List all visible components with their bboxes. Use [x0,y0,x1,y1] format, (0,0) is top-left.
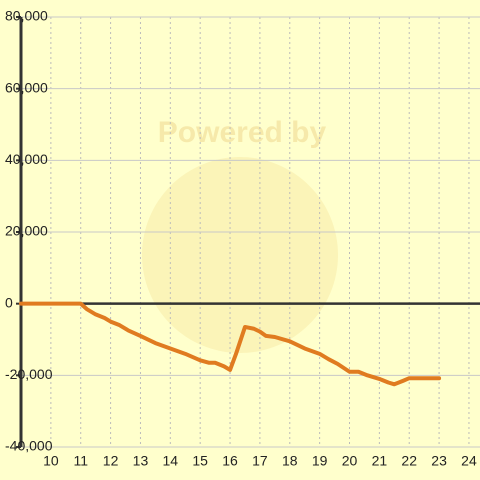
x-tick-label: 12 [103,453,119,469]
x-tick-label: 14 [163,453,179,469]
x-tick-label: 24 [461,453,477,469]
y-tick-label: 0 [5,294,13,310]
x-tick-label: 17 [252,453,268,469]
x-tick-label: 18 [282,453,298,469]
line-series [19,301,442,387]
y-tick-label: -20,000 [5,366,53,382]
y-tick-label: 60,000 [5,79,48,95]
x-tick-label: 11 [73,453,88,469]
x-tick-label: 16 [222,453,238,469]
y-tick-label: 40,000 [5,151,48,167]
x-tick-label: 20 [342,453,358,469]
x-tick-label: 10 [43,453,59,469]
y-tick-label: 20,000 [5,223,48,239]
x-tick-label: 13 [133,453,149,469]
y-tick-label: 80,000 [5,8,48,24]
x-tick-label: 19 [312,453,328,469]
watermark: Powered by [158,116,327,149]
x-tick-label: 22 [401,453,417,469]
x-tick-label: 15 [192,453,208,469]
y-tick-label: -40,000 [5,438,53,454]
x-tick-label: 23 [431,453,447,469]
x-tick-label: 21 [372,453,388,469]
watermark-logo [142,157,338,353]
